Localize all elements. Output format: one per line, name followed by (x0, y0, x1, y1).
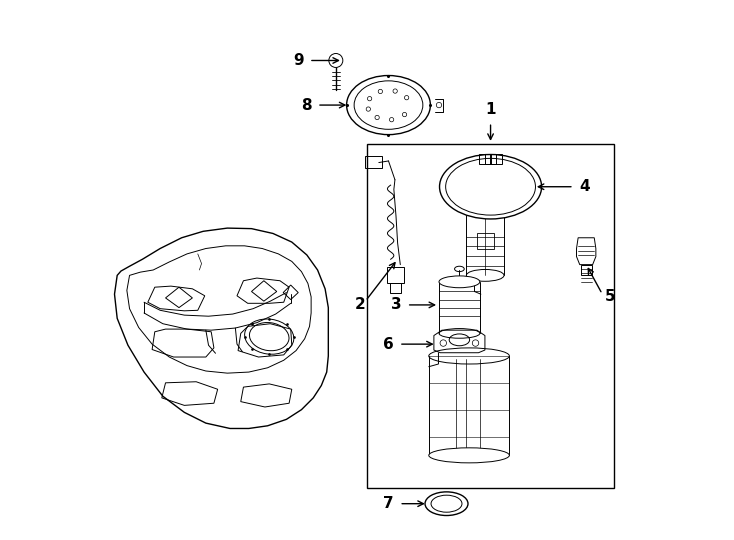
Text: 3: 3 (390, 298, 401, 313)
Text: 2: 2 (355, 298, 366, 313)
Ellipse shape (431, 495, 462, 512)
Bar (491, 154, 502, 164)
Text: 5: 5 (605, 289, 616, 305)
Text: 4: 4 (579, 179, 590, 194)
Text: 1: 1 (485, 102, 495, 117)
Text: 7: 7 (383, 496, 394, 511)
Ellipse shape (429, 448, 509, 463)
Circle shape (329, 53, 343, 68)
Ellipse shape (346, 76, 430, 134)
Ellipse shape (354, 81, 423, 129)
Text: 8: 8 (301, 98, 312, 112)
Bar (476, 233, 494, 248)
Ellipse shape (439, 276, 480, 288)
Bar (390, 283, 401, 293)
Bar (367, 144, 614, 488)
Ellipse shape (440, 154, 542, 219)
Ellipse shape (374, 97, 397, 113)
Bar (366, 156, 382, 168)
Bar (388, 267, 404, 284)
Text: 6: 6 (383, 336, 393, 352)
Bar (485, 154, 496, 164)
Bar (479, 154, 490, 164)
Ellipse shape (425, 492, 468, 516)
Text: 9: 9 (293, 53, 304, 68)
